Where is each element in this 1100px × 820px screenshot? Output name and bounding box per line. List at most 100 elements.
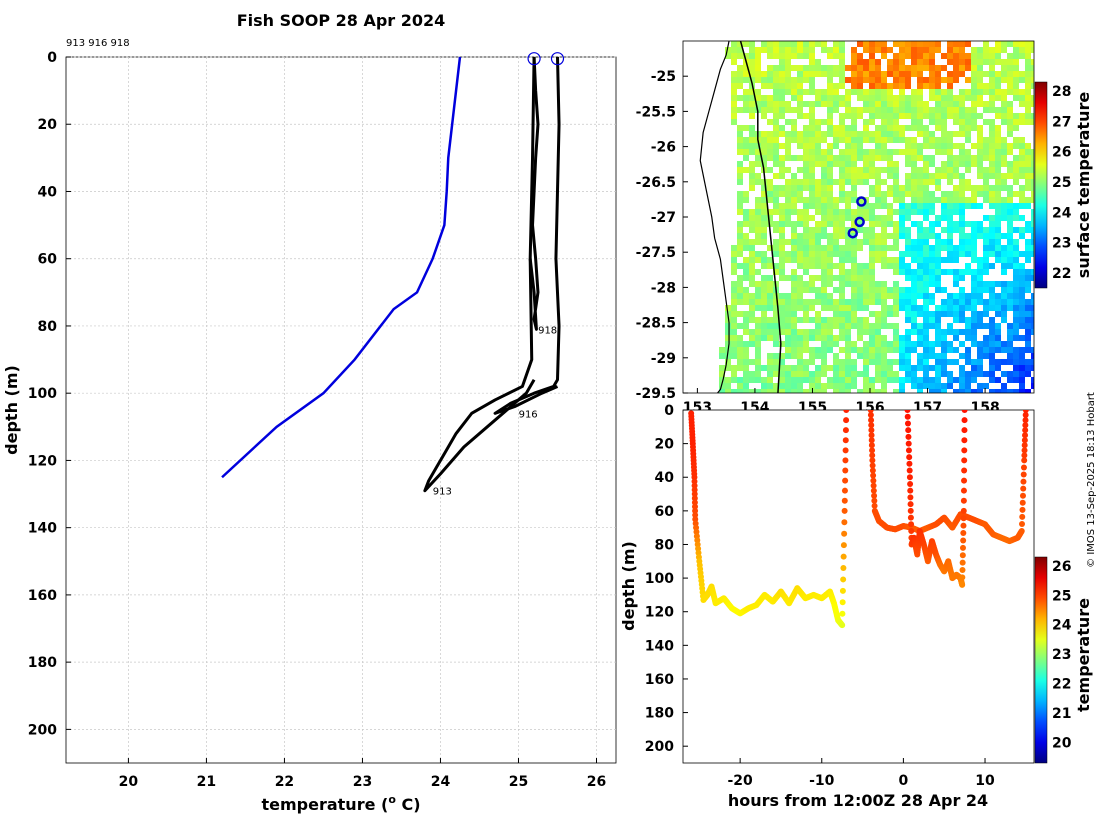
sst-cell — [911, 113, 917, 119]
sst-cell — [935, 287, 941, 293]
sst-cell — [875, 83, 881, 89]
sst-cell — [905, 191, 911, 197]
sst-cell — [1001, 347, 1007, 353]
sst-cell — [1025, 287, 1031, 293]
sst-cell — [821, 215, 827, 221]
sst-cell — [761, 305, 767, 311]
sst-cell — [851, 317, 857, 323]
sst-cell — [953, 281, 959, 287]
sst-cell — [953, 389, 959, 393]
sst-cell — [1013, 347, 1019, 353]
sst-cell — [1007, 341, 1013, 347]
sst-cell — [767, 371, 773, 377]
sst-cell — [923, 257, 929, 263]
sst-cell — [869, 389, 875, 393]
sst-cell — [989, 83, 995, 89]
sst-cell — [785, 311, 791, 317]
depth-time-x-tick-label: 10 — [975, 773, 995, 789]
sst-cell — [881, 341, 887, 347]
sst-cell — [797, 95, 803, 101]
sst-cell — [941, 353, 947, 359]
sst-cell — [989, 47, 995, 53]
sst-cell — [815, 263, 821, 269]
sst-cell — [977, 263, 983, 269]
sst-cell — [971, 95, 977, 101]
sst-cell — [911, 365, 917, 371]
sst-cell — [1019, 383, 1025, 389]
sst-cell — [839, 251, 845, 257]
sst-cell — [983, 299, 989, 305]
sst-cell — [911, 203, 917, 209]
sst-cell — [857, 389, 863, 393]
sst-cell — [755, 173, 761, 179]
sst-cell — [1007, 227, 1013, 233]
sst-cell — [917, 101, 923, 107]
track-point-913 — [691, 478, 698, 485]
sst-cell — [953, 47, 959, 53]
sst-cell — [857, 347, 863, 353]
sst-cell — [983, 53, 989, 59]
track-point-913 — [691, 482, 698, 489]
sst-cell — [857, 287, 863, 293]
sst-cell — [995, 197, 1001, 203]
sst-cell — [851, 71, 857, 77]
sst-cell — [761, 179, 767, 185]
sst-cell — [917, 377, 923, 383]
sst-cell — [959, 311, 965, 317]
sst-cell — [983, 101, 989, 107]
sst-cell — [911, 89, 917, 95]
sst-cell — [1031, 275, 1034, 281]
sst-cell — [923, 245, 929, 251]
track-point-916 — [868, 427, 875, 434]
sst-cell — [995, 299, 1001, 305]
sst-cell — [935, 107, 941, 113]
sst-cell — [929, 341, 935, 347]
sst-cell — [1007, 119, 1013, 125]
sst-cell — [821, 65, 827, 71]
sst-cell — [965, 131, 971, 137]
sst-cell — [797, 389, 803, 393]
profile-x-tick-label: 22 — [275, 774, 294, 790]
sst-cell — [989, 317, 995, 323]
sst-cell — [797, 83, 803, 89]
sst-cell — [809, 299, 815, 305]
sst-cell — [899, 257, 905, 263]
sst-cell — [839, 125, 845, 131]
track-point-913 — [842, 447, 849, 454]
sst-cell — [851, 359, 857, 365]
sst-cell — [869, 233, 875, 239]
sst-cell — [839, 119, 845, 125]
profile-y-tick-label: 140 — [28, 521, 57, 537]
sst-cell — [935, 353, 941, 359]
sst-cell — [797, 197, 803, 203]
sst-cell — [851, 215, 857, 221]
sst-cell — [815, 125, 821, 131]
sst-cell — [833, 161, 839, 167]
sst-cell — [869, 191, 875, 197]
sst-cell — [953, 317, 959, 323]
sst-cell — [803, 335, 809, 341]
sst-cell — [791, 179, 797, 185]
sst-cell — [755, 95, 761, 101]
sst-cell — [851, 377, 857, 383]
sst-cell — [935, 233, 941, 239]
sst-cell — [845, 377, 851, 383]
sst-cell — [893, 263, 899, 269]
sst-cell — [983, 191, 989, 197]
sst-cell — [929, 347, 935, 353]
sst-cell — [977, 317, 983, 323]
sst-cell — [863, 173, 869, 179]
sst-cell — [749, 179, 755, 185]
sst-cell — [761, 311, 767, 317]
track-point-918 — [908, 521, 915, 528]
sst-cell — [839, 179, 845, 185]
sst-cell — [893, 107, 899, 113]
sst-cell — [989, 233, 995, 239]
sst-cell — [749, 389, 755, 393]
sst-cell — [791, 311, 797, 317]
sst-cell — [887, 167, 893, 173]
sst-cell — [839, 113, 845, 119]
track-point-918 — [907, 514, 914, 521]
sst-cell — [1019, 155, 1025, 161]
sst-cell — [761, 323, 767, 329]
